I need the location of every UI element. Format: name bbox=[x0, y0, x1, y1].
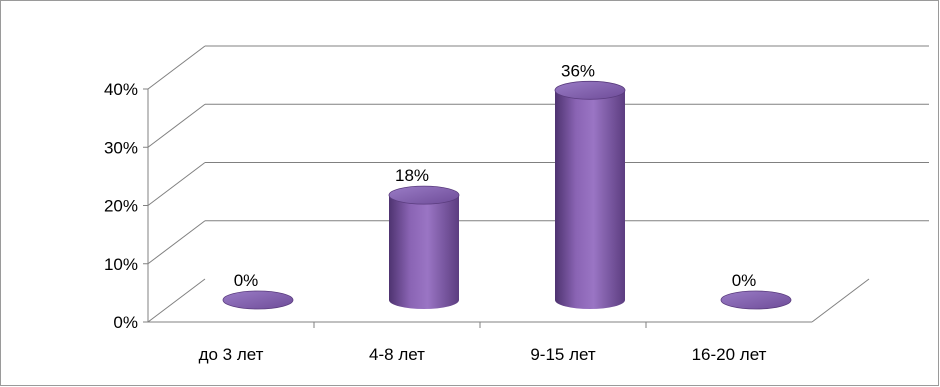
bar-top bbox=[222, 290, 294, 310]
side-gridline bbox=[147, 220, 206, 265]
data-label: 0% bbox=[732, 271, 757, 290]
x-tick-label: 9-15 лет bbox=[530, 345, 596, 364]
x-tick-label: до 3 лет bbox=[199, 345, 264, 364]
y-tick-label: 0% bbox=[113, 313, 138, 332]
bar-top bbox=[554, 80, 626, 100]
side-gridline bbox=[147, 103, 206, 148]
side-gridline bbox=[147, 278, 206, 323]
labels: 0% 10% 20% 30% 40% до 3 лет 4-8 лет 9-15 лет 16-… bbox=[104, 61, 767, 364]
data-label: 18% bbox=[395, 166, 429, 185]
data-label: 36% bbox=[561, 61, 595, 80]
bar-top bbox=[720, 290, 792, 310]
y-tick-label: 10% bbox=[104, 255, 138, 274]
axes bbox=[143, 88, 870, 328]
y-tick-label: 20% bbox=[104, 197, 138, 216]
bars bbox=[222, 80, 792, 310]
y-tick-label: 40% bbox=[104, 80, 138, 99]
data-label: 0% bbox=[234, 271, 259, 290]
floor-right-edge bbox=[811, 278, 870, 323]
bar bbox=[555, 90, 625, 309]
bar-top bbox=[388, 185, 460, 205]
bar bbox=[389, 195, 459, 309]
x-tick-label: 4-8 лет bbox=[369, 345, 425, 364]
side-gridline bbox=[147, 45, 206, 90]
side-gridline bbox=[147, 162, 206, 206]
gridlines bbox=[147, 45, 929, 323]
x-tick-label: 16-20 лет bbox=[692, 345, 767, 364]
y-tick-label: 30% bbox=[104, 138, 138, 157]
